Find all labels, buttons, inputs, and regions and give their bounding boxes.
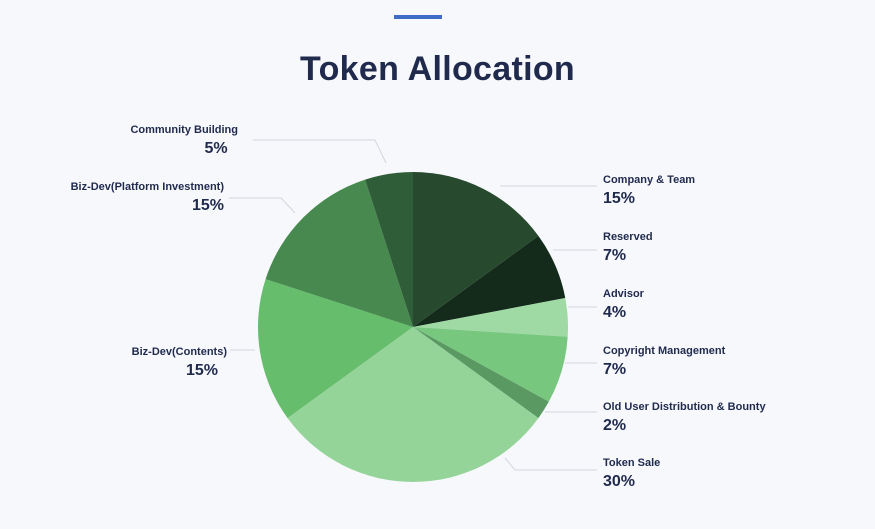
slice-name: Token Sale [603,457,661,469]
pie-slice-company-team [413,172,539,327]
pie-slice-copyright-management [413,327,568,402]
slice-label-advisor: Advisor 4% [603,288,644,322]
slice-name: Company & Team [603,174,696,186]
slice-label-biz-dev-contents: Biz-Dev(Contents) 15% [132,346,227,380]
slice-label-community-building: Community Building 5% [130,124,238,158]
slice-name: Community Building [130,124,238,136]
slice-label-old-user-distribution: Old User Distribution & Bounty 2% [603,401,766,435]
pie-slice-biz-dev-contents [258,279,413,419]
slice-label-biz-dev-platform: Biz-Dev(Platform Investment) 15% [63,181,224,215]
slice-name: Old User Distribution & Bounty [603,401,766,413]
slice-percent: 7% [603,246,627,264]
slice-percent: 5% [204,139,228,157]
leader-line [253,139,387,164]
slice-name: Biz-Dev(Platform Investment) [70,181,224,193]
slice-percent: 15% [185,361,218,379]
pie-slice-old-user-distribution-bounty [413,327,549,419]
slice-percent: 7% [603,360,627,378]
slice-percent: 4% [603,303,627,321]
leader-line [504,457,597,471]
slice-label-copyright-management: Copyright Management 7% [603,345,725,379]
chart-title: Token Allocation [300,50,575,88]
slice-percent: 15% [603,189,636,207]
accent-bar [394,15,442,19]
slice-percent: 15% [191,196,224,214]
pie-slice-token-sale [287,327,539,483]
slice-name: Biz-Dev(Contents) [131,346,227,358]
slice-label-company-team: Company & Team 15% [603,174,695,208]
slice-name: Copyright Management [603,345,726,357]
slice-name: Reserved [603,231,653,243]
slice-name: Advisor [603,288,644,300]
pie-slice-advisor [413,297,568,337]
slice-label-token-sale: Token Sale 30% [603,457,660,491]
slice-label-reserved: Reserved 7% [603,231,653,265]
slice-percent: 2% [603,416,627,434]
pie-slice-community-building [365,172,413,327]
slice-percent: 30% [603,472,636,490]
pie-slice-biz-dev-platform-investment [265,179,413,327]
pie-slice-reserved [413,235,566,327]
leader-line [229,197,296,214]
